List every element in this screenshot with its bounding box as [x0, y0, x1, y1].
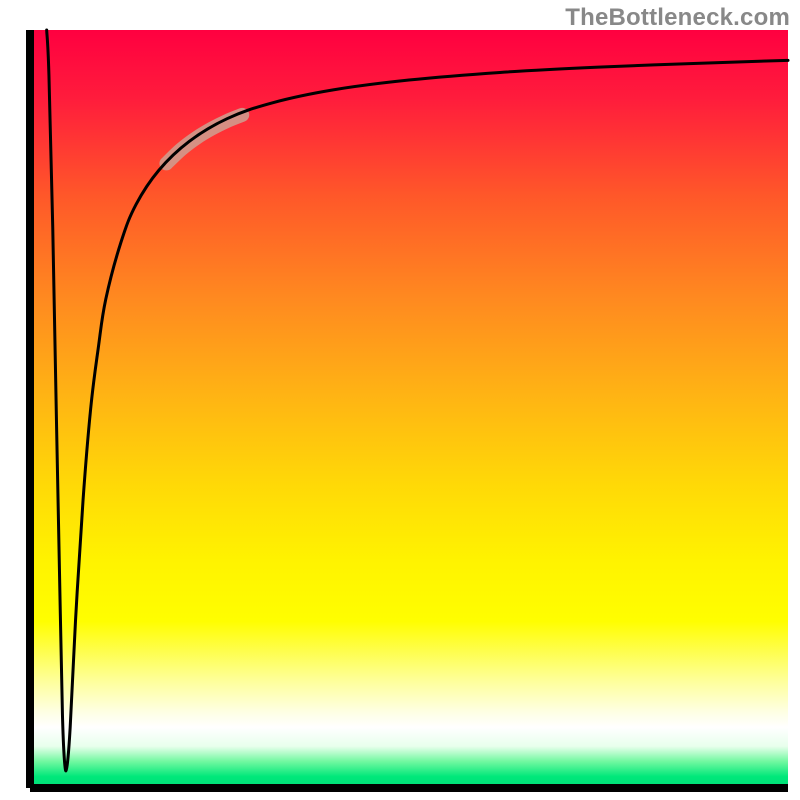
chart-svg — [0, 0, 800, 800]
chart-root: TheBottleneck.com — [0, 0, 800, 800]
watermark-text: TheBottleneck.com — [565, 4, 790, 32]
plot-background — [30, 30, 788, 788]
